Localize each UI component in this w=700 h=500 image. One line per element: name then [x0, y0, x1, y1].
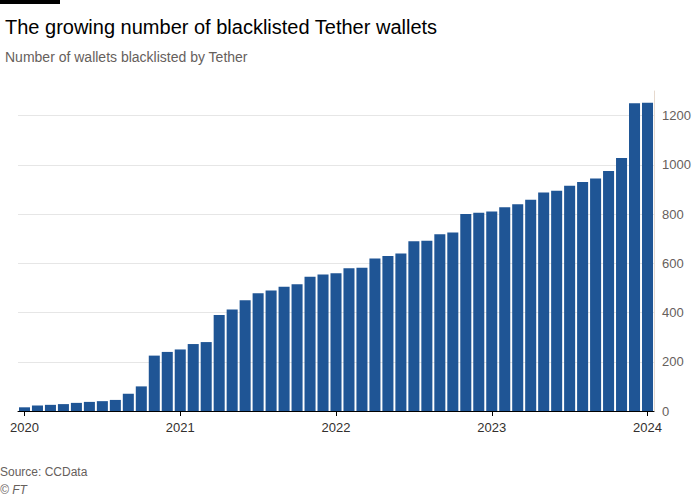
svg-text:2021: 2021 [166, 420, 195, 435]
svg-text:Source: CCData: Source: CCData [0, 465, 88, 479]
svg-text:2024: 2024 [633, 420, 662, 435]
svg-text:1000: 1000 [662, 157, 691, 172]
svg-text:The growing number of blacklis: The growing number of blacklisted Tether… [5, 16, 437, 38]
svg-text:1200: 1200 [662, 108, 691, 123]
svg-text:2020: 2020 [10, 420, 39, 435]
svg-text:600: 600 [662, 256, 684, 271]
svg-text:2023: 2023 [477, 420, 506, 435]
svg-text:2022: 2022 [322, 420, 351, 435]
svg-text:800: 800 [662, 207, 684, 222]
svg-text:Number of wallets blacklisted: Number of wallets blacklisted by Tether [5, 49, 248, 65]
svg-text:© FT: © FT [0, 483, 29, 497]
svg-text:0: 0 [662, 404, 669, 419]
svg-text:400: 400 [662, 305, 684, 320]
svg-text:200: 200 [662, 354, 684, 369]
